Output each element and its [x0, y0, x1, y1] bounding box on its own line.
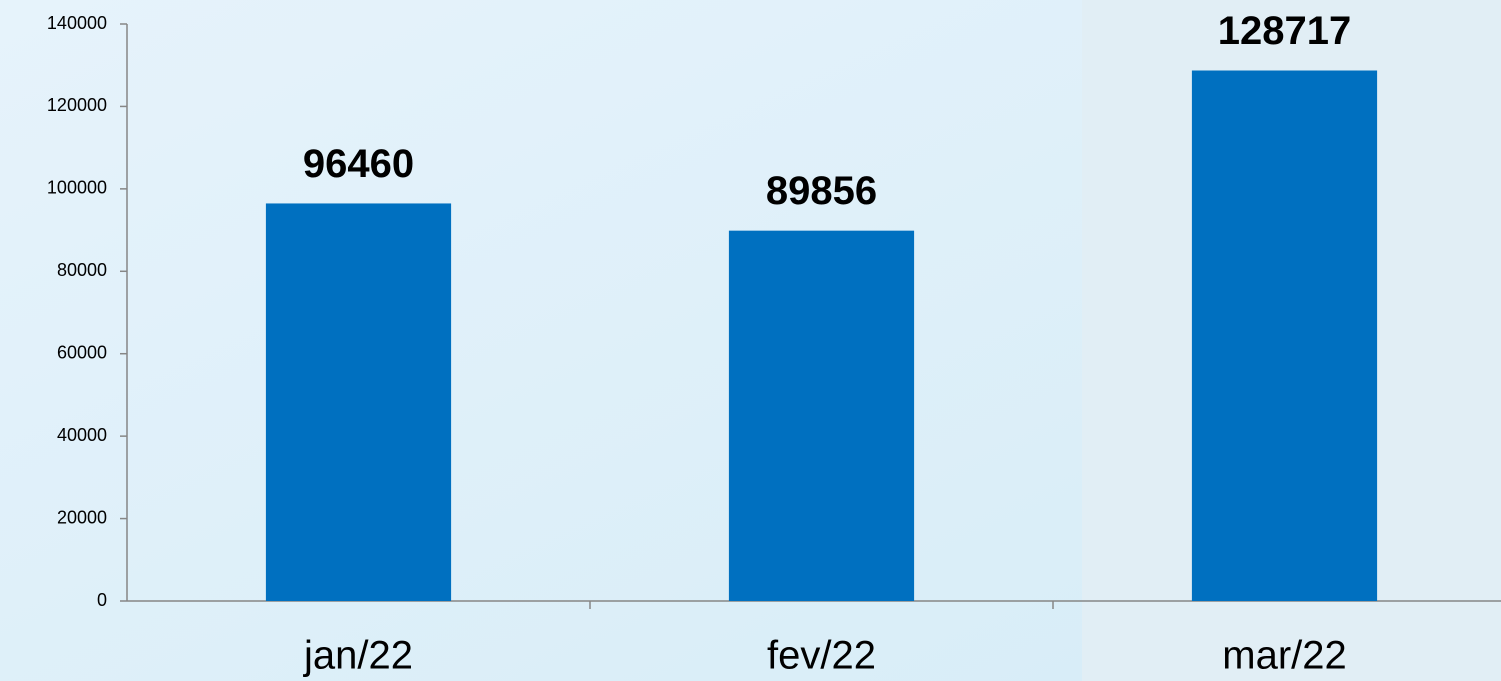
y-tick-label: 20000	[57, 507, 107, 527]
bar	[265, 203, 452, 601]
y-tick-label: 0	[97, 590, 107, 610]
value-label: 128717	[1218, 9, 1351, 53]
value-label: 89856	[766, 169, 877, 213]
y-tick-label: 60000	[57, 342, 107, 362]
y-tick-label: 80000	[57, 260, 107, 280]
value-label: 96460	[303, 142, 414, 186]
bar	[1191, 70, 1378, 601]
y-tick-label: 40000	[57, 425, 107, 445]
bar	[728, 230, 915, 601]
y-tick-label: 100000	[47, 178, 107, 198]
x-tick-label: fev/22	[767, 634, 876, 678]
y-tick-label: 140000	[47, 13, 107, 33]
x-tick-label: mar/22	[1222, 634, 1347, 678]
y-tick-label: 120000	[47, 95, 107, 115]
x-tick-label: jan/22	[303, 634, 413, 678]
